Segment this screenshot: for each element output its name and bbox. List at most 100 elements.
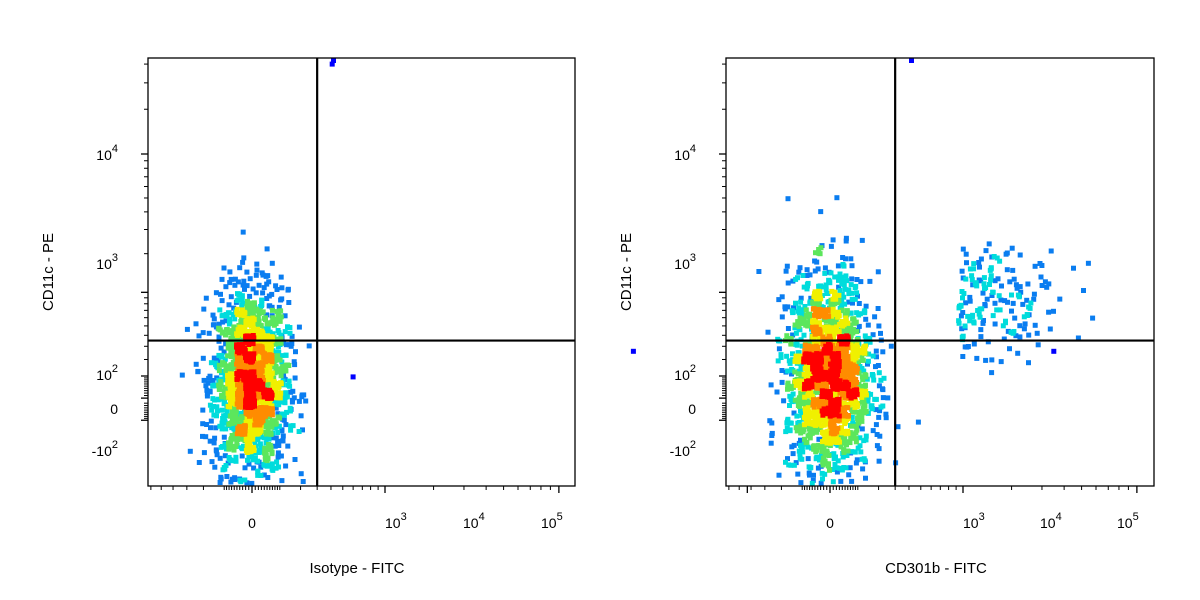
event-dot	[816, 300, 822, 306]
event-dot	[291, 395, 297, 401]
event-dot	[231, 305, 237, 311]
event-dot	[1005, 299, 1010, 305]
event-dot	[219, 313, 225, 319]
event-dot	[262, 344, 268, 350]
event-dot	[821, 360, 827, 366]
event-dot	[855, 293, 860, 299]
event-dot	[251, 399, 257, 405]
event-dot	[237, 416, 243, 422]
event-dot	[275, 328, 281, 333]
event-dot	[1026, 360, 1031, 366]
event-dot	[835, 407, 841, 413]
event-dot	[854, 457, 860, 463]
event-dot	[970, 282, 976, 288]
event-dot	[856, 359, 861, 365]
event-dot	[788, 341, 794, 347]
event-dot	[874, 443, 880, 449]
event-dot	[246, 354, 252, 360]
event-dot	[839, 425, 844, 431]
event-dot	[196, 333, 202, 339]
event-dot	[235, 398, 241, 404]
event-dot	[228, 457, 234, 463]
event-dot	[276, 402, 282, 408]
event-dot	[796, 368, 802, 374]
event-dot	[1051, 308, 1056, 314]
event-dot	[783, 459, 788, 465]
event-dot	[231, 311, 237, 317]
event-dot	[817, 364, 823, 370]
event-dot	[844, 333, 850, 339]
event-dot	[858, 279, 864, 285]
event-dot	[230, 339, 236, 345]
event-dot	[241, 429, 247, 435]
event-dot	[261, 472, 267, 478]
event-dot	[835, 371, 840, 377]
event-dot	[829, 288, 835, 294]
event-dot	[809, 480, 815, 486]
event-dot	[971, 341, 977, 347]
event-dot	[855, 402, 860, 408]
event-dot	[252, 426, 258, 432]
event-dot	[788, 386, 794, 391]
event-dot	[848, 282, 854, 288]
event-dot	[776, 297, 782, 303]
event-dot	[846, 472, 852, 478]
event-dot	[989, 370, 995, 376]
event-dot	[207, 373, 213, 379]
event-dot	[282, 313, 288, 319]
event-dot	[242, 425, 248, 431]
event-dot	[992, 321, 998, 327]
event-dot	[818, 296, 824, 302]
event-dot	[241, 330, 247, 335]
event-dot	[828, 430, 834, 436]
event-dot	[835, 345, 841, 351]
event-dot	[823, 451, 829, 457]
event-dot	[799, 412, 805, 418]
event-dot	[775, 336, 781, 342]
event-dot	[184, 326, 190, 332]
event-dot	[834, 392, 840, 398]
x-tick-label-10-5: 105	[1117, 511, 1139, 531]
event-dot	[849, 290, 855, 296]
event-dot	[799, 381, 804, 387]
event-dot	[810, 477, 816, 483]
event-dot	[999, 283, 1004, 289]
event-dot	[257, 412, 263, 418]
event-dot	[263, 419, 269, 425]
event-dot	[216, 321, 222, 327]
event-dot	[971, 266, 977, 272]
event-dot	[834, 362, 840, 367]
event-dot	[261, 435, 267, 441]
event-dot	[214, 413, 219, 419]
event-dot	[805, 280, 811, 286]
event-dot	[209, 407, 215, 413]
event-dot	[853, 460, 859, 466]
event-dot	[842, 312, 848, 318]
event-dot	[267, 395, 273, 401]
event-dot	[257, 406, 263, 412]
event-dot	[812, 373, 818, 379]
event-dot	[857, 384, 863, 389]
event-dot	[826, 463, 831, 469]
x-tick-label-10-4: 104	[463, 511, 485, 531]
event-dot	[821, 438, 827, 444]
event-dot	[849, 368, 855, 374]
event-dot	[988, 277, 994, 283]
event-dot	[854, 409, 860, 415]
event-dot	[799, 343, 805, 349]
event-dot	[824, 291, 830, 296]
event-dot	[793, 300, 798, 306]
event-dot	[857, 435, 863, 441]
event-dot	[971, 261, 977, 267]
event-dot	[271, 363, 277, 369]
x-tick-label-10-4: 104	[1040, 511, 1062, 531]
event-dot	[278, 373, 284, 379]
event-dot	[872, 314, 878, 320]
event-dot	[233, 458, 239, 464]
event-dot	[820, 476, 825, 482]
event-dot	[1003, 251, 1009, 257]
event-dot	[284, 394, 290, 400]
event-dot	[790, 278, 796, 284]
event-dot	[859, 365, 865, 371]
event-dot	[268, 430, 274, 436]
